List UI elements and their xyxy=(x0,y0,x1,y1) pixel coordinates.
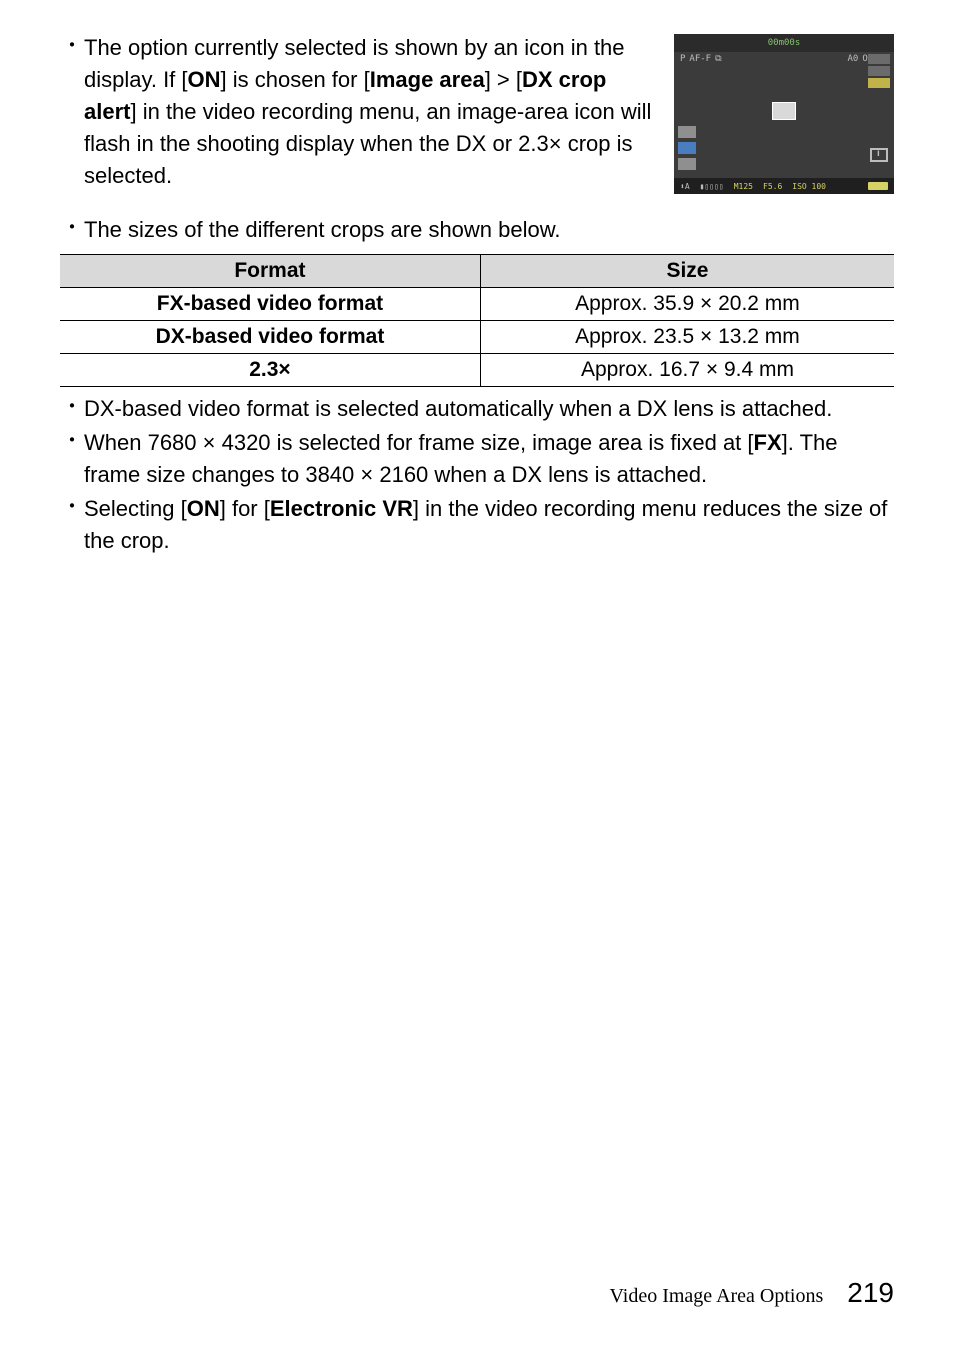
footer-section-title: Video Image Area Options xyxy=(610,1285,824,1308)
footer-page-number: 219 xyxy=(847,1277,894,1309)
bullet-marker: ・ xyxy=(60,427,84,455)
table-header-format: Format xyxy=(60,255,480,288)
list-item: ・When 7680 × 4320 is selected for frame … xyxy=(60,427,894,491)
list-item-text: Selecting [ON] for [Electronic VR] in th… xyxy=(84,493,894,557)
bullet-marker: ・ xyxy=(60,32,84,60)
bullet-marker: ・ xyxy=(60,393,84,421)
list-item-text: DX-based video format is selected automa… xyxy=(84,393,894,425)
paragraph-crop-sizes-intro: The sizes of the different crops are sho… xyxy=(84,214,894,246)
table-row: DX-based video format Approx. 23.5 × 13.… xyxy=(60,321,894,354)
bullet-marker: ・ xyxy=(60,493,84,521)
bullet-marker: ・ xyxy=(60,214,84,242)
table-row: FX-based video format Approx. 35.9 × 20.… xyxy=(60,288,894,321)
list-item: ・DX-based video format is selected autom… xyxy=(60,393,894,425)
table-header-size: Size xyxy=(480,255,894,288)
crop-size-table: Format Size FX-based video format Approx… xyxy=(60,254,894,387)
list-item-text: When 7680 × 4320 is selected for frame s… xyxy=(84,427,894,491)
table-row: 2.3× Approx. 16.7 × 9.4 mm xyxy=(60,354,894,387)
paragraph-dx-crop-alert: The option currently selected is shown b… xyxy=(84,32,656,192)
list-item: ・Selecting [ON] for [Electronic VR] in t… xyxy=(60,493,894,557)
camera-display-preview: 00m00s P AF-F ⧉ A0 OFF N ⬍A ▮▯▯▯▯ xyxy=(674,34,894,194)
